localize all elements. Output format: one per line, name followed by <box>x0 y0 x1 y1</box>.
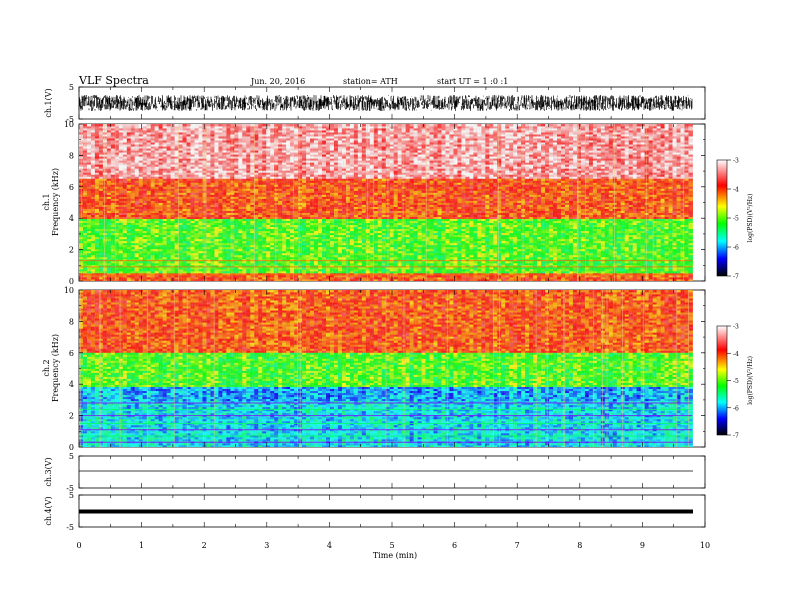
colorbar-tick-label: -5 <box>733 378 739 385</box>
x-axis-label: Time (min) <box>373 551 417 560</box>
y-tick-label: 10 <box>64 286 74 295</box>
y-tick-label: 0 <box>69 443 74 452</box>
colorbar-tick-label: -5 <box>733 216 739 223</box>
x-tick-label: 1 <box>139 541 144 550</box>
x-tick-label: 8 <box>577 541 582 550</box>
x-tick-label: 9 <box>640 541 645 550</box>
colorbar-tick-label: -7 <box>733 433 739 440</box>
colorbar-label: log(PSD)(V²/Hz) <box>747 194 754 243</box>
y-tick-label: 5 <box>69 452 74 461</box>
colorbar-tick-label: -3 <box>733 158 739 165</box>
station-label: station= ATH <box>343 77 398 86</box>
x-tick-label: 10 <box>700 541 710 550</box>
colorbar-tick-label: -4 <box>733 187 739 194</box>
figure-title: VLF Spectra <box>78 74 149 87</box>
colorbar-tick-label: -6 <box>733 405 739 412</box>
y-tick-label: 4 <box>69 380 74 389</box>
y-tick-label: -5 <box>66 484 74 493</box>
ch4-waveform-trace <box>79 509 693 514</box>
ch1-spectrogram-ylabel-freq: Frequency (kHz) <box>51 168 60 236</box>
ch1-spectrogram-ylabel-channel: ch.1 <box>42 193 51 210</box>
colorbar-2 <box>716 325 728 436</box>
colorbar-tick-label: -6 <box>733 245 739 252</box>
y-tick-label: -5 <box>66 523 74 532</box>
y-tick-label: 5 <box>69 491 74 500</box>
y-tick-label: 10 <box>64 120 74 129</box>
colorbar-tick-label: -4 <box>733 351 739 358</box>
ch1-spectrogram <box>79 124 693 281</box>
colorbar-1 <box>716 159 728 277</box>
ch2-spectrogram-ylabel-channel: ch.2 <box>42 359 51 376</box>
x-tick-label: 2 <box>202 541 207 550</box>
x-tick-label: 5 <box>389 541 394 550</box>
y-tick-label: 8 <box>69 151 74 160</box>
y-tick-label: 6 <box>69 183 74 192</box>
start-time-label: start UT = 1 :0 :1 <box>437 77 508 86</box>
x-tick-label: 7 <box>515 541 520 550</box>
y-tick-label: 4 <box>69 214 74 223</box>
x-tick-label: 0 <box>76 541 81 550</box>
y-tick-label: 0 <box>69 277 74 286</box>
colorbar-tick-label: -3 <box>733 324 739 331</box>
ch1-waveform-trace <box>78 95 693 111</box>
x-tick-label: 3 <box>264 541 269 550</box>
y-tick-label: -5 <box>66 115 74 124</box>
x-tick-label: 6 <box>452 541 457 550</box>
y-tick-label: 5 <box>69 83 74 92</box>
ch3-waveform-ylabel: ch.3(V) <box>44 457 53 486</box>
colorbar-label: log(PSD)(V²/Hz) <box>747 356 754 405</box>
ch4-waveform-ylabel: ch.4(V) <box>44 496 53 525</box>
y-tick-label: 2 <box>69 246 74 255</box>
y-tick-label: 8 <box>69 317 74 326</box>
colorbar-tick-label: -7 <box>733 274 739 281</box>
ch1-waveform-ylabel: ch.1(V) <box>44 88 53 117</box>
x-tick-label: 4 <box>327 541 332 550</box>
ch2-spectrogram-ylabel-freq: Frequency (kHz) <box>51 334 60 402</box>
ch1-waveform <box>78 95 693 111</box>
ch2-spectrogram <box>79 290 693 447</box>
y-tick-label: 2 <box>69 412 74 421</box>
date-label: Jun. 20, 2016 <box>250 77 305 86</box>
y-tick-label: 6 <box>69 349 74 358</box>
